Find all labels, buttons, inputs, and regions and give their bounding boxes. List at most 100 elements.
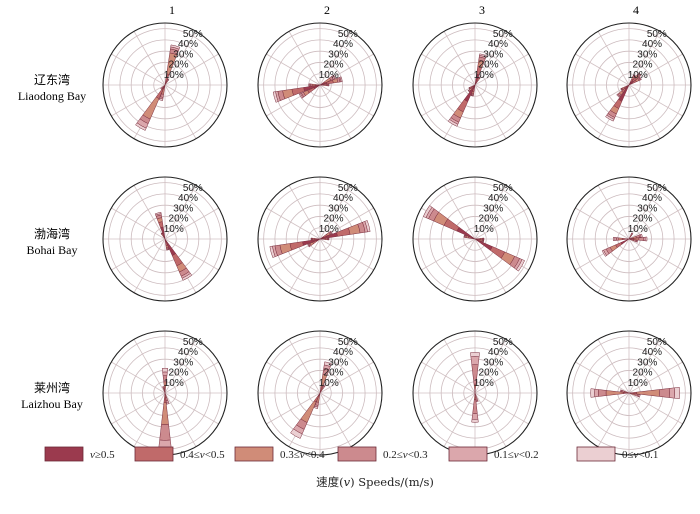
petal-segment (605, 114, 615, 122)
row-label-cn: 渤海湾 (34, 226, 70, 241)
petal-segment (166, 401, 170, 405)
grid-spoke (421, 392, 476, 425)
grid-spoke (421, 84, 476, 117)
row-label-cn: 莱州湾 (34, 380, 70, 395)
petal-segment (625, 238, 630, 240)
panel-laizhou-bay-2: 10%20%30%40%50% (257, 330, 383, 456)
petal-segment (312, 237, 315, 241)
grid-ring (274, 347, 366, 439)
petal-segment (323, 84, 327, 86)
grid-ring (285, 358, 355, 428)
ring-label: 20% (324, 60, 344, 71)
ring-label: 20% (324, 214, 344, 225)
petal-segment (332, 74, 336, 79)
grid-ring (308, 227, 332, 251)
grid-spoke (164, 392, 197, 447)
legend-swatch (448, 446, 488, 462)
grid-spoke (111, 361, 166, 394)
grid-ring (274, 39, 366, 131)
panel-frame (102, 176, 228, 302)
grid-spoke (443, 238, 476, 293)
ring-label: 50% (183, 29, 203, 40)
grid-ring (418, 28, 532, 142)
petal-segment (447, 119, 459, 127)
petal-segment (631, 232, 634, 235)
petal-segment (612, 236, 616, 242)
grid-ring (130, 50, 200, 120)
ring-label: 10% (628, 378, 648, 389)
grid-ring (572, 28, 686, 142)
ring-label: 50% (183, 337, 203, 348)
grid-ring (572, 182, 686, 296)
petal-segment (470, 356, 480, 366)
ring-label: 40% (642, 39, 662, 50)
petal-segment (638, 76, 642, 81)
grid-spoke (628, 238, 683, 271)
petal-segment (317, 84, 321, 86)
grid-spoke (111, 84, 166, 117)
petal-segment (339, 76, 343, 83)
ring-label: 20% (169, 60, 189, 71)
grid-spoke (474, 361, 529, 394)
grid-spoke (628, 392, 661, 447)
grid-ring (274, 193, 366, 285)
panel-liaodong-bay-1: 10%20%30%40%50% (102, 22, 228, 148)
petal-segment (658, 388, 670, 398)
ring-label: 10% (474, 378, 494, 389)
grid-ring (418, 182, 532, 296)
grid-spoke (628, 84, 683, 117)
petal-segment (325, 237, 328, 241)
ring-label: 40% (488, 193, 508, 204)
grid-spoke (319, 84, 352, 139)
grid-spoke (319, 392, 374, 425)
grid-ring (297, 216, 343, 262)
ring-label: 10% (628, 70, 648, 81)
grid-spoke (133, 31, 166, 86)
panel-frame (566, 176, 692, 302)
row-label-en: Liaodong Bay (18, 89, 86, 103)
petal-segment (422, 205, 433, 218)
ring-label: 50% (493, 337, 513, 348)
panel-bohai-bay-4: 10%20%30%40%50% (566, 176, 692, 302)
grid-ring (119, 39, 211, 131)
grid-spoke (474, 207, 529, 240)
petal-segment (272, 91, 279, 103)
petal-segment (468, 87, 471, 90)
petal-segment (598, 389, 607, 397)
grid-spoke (111, 207, 166, 240)
petal-segment (269, 245, 276, 258)
ring-label: 40% (642, 193, 662, 204)
grid-spoke (628, 339, 661, 394)
petal-segment (364, 220, 371, 233)
grid-ring (263, 182, 377, 296)
ring-label: 40% (178, 347, 198, 358)
petal-segment (162, 371, 168, 377)
panel-laizhou-bay-3: 10%20%30%40%50% (412, 330, 538, 456)
petal-segment (290, 428, 303, 439)
ring-label: 10% (319, 378, 339, 389)
column-label-2: 2 (324, 3, 330, 17)
grid-spoke (628, 84, 661, 139)
petal-segment (482, 239, 485, 243)
ring-label: 50% (338, 29, 358, 40)
panel-liaodong-bay-3: 10%20%30%40%50% (412, 22, 538, 148)
grid-spoke (319, 31, 352, 86)
ring-label: 30% (637, 357, 657, 368)
petal-segment (307, 243, 311, 248)
grid-ring (285, 204, 355, 274)
panel-frame (257, 330, 383, 456)
grid-spoke (597, 339, 630, 394)
grid-spoke (133, 238, 166, 293)
grid-ring (463, 227, 487, 251)
grid-spoke (319, 238, 374, 271)
grid-spoke (164, 31, 197, 86)
petal-segment (632, 74, 637, 77)
grid-spoke (628, 207, 683, 240)
petal-segment (616, 237, 620, 241)
legend-swatch (134, 446, 174, 462)
grid-ring (429, 347, 521, 439)
grid-spoke (266, 361, 321, 394)
legend-label: 0.3≤v<0.4 (280, 449, 325, 461)
grid-spoke (443, 339, 476, 394)
